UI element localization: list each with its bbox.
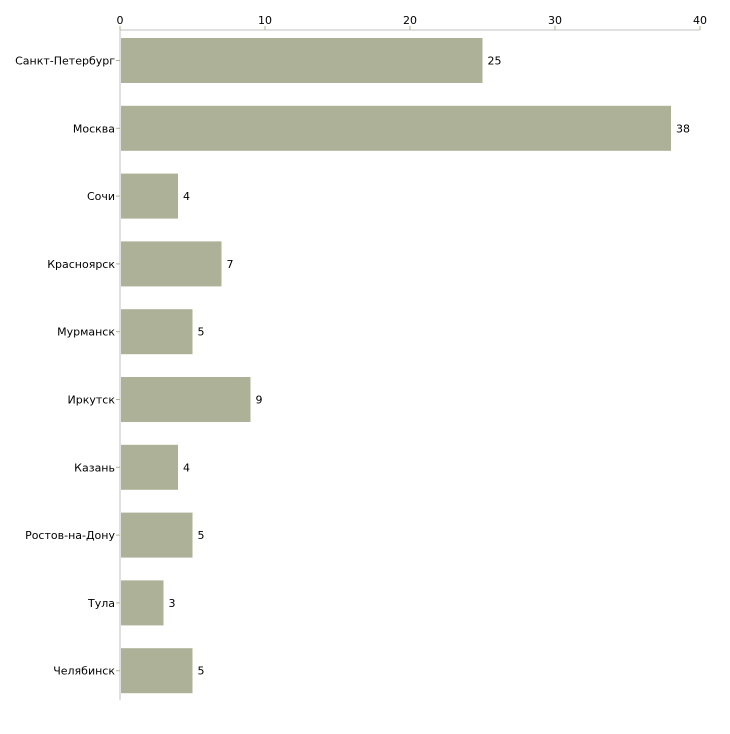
bar [121, 512, 193, 558]
bar [121, 241, 222, 287]
x-tick-label: 0 [117, 14, 124, 27]
category-label: Тула [87, 597, 115, 610]
bar [121, 648, 193, 694]
data-label: 4 [183, 190, 190, 203]
data-label: 5 [198, 529, 205, 542]
bar [121, 377, 251, 422]
bar [121, 309, 193, 355]
category-label: Сочи [87, 190, 115, 203]
data-label: 7 [227, 258, 234, 271]
category-label: Челябинск [53, 665, 115, 678]
x-tick-label: 20 [403, 14, 417, 27]
data-label: 9 [256, 394, 263, 407]
bar [121, 580, 164, 626]
bar [121, 38, 483, 83]
bar [121, 444, 178, 490]
x-tick-label: 10 [258, 14, 272, 27]
data-label: 38 [676, 122, 690, 135]
category-label: Москва [73, 122, 115, 135]
data-label: 5 [198, 326, 205, 339]
data-label: 3 [169, 597, 176, 610]
bar [121, 105, 671, 151]
category-label: Ростов-на-Дону [25, 529, 115, 542]
category-label: Иркутск [68, 394, 116, 407]
category-label: Красноярск [47, 258, 115, 271]
category-label: Мурманск [57, 326, 115, 339]
x-tick-label: 30 [548, 14, 562, 27]
data-label: 5 [198, 665, 205, 678]
category-label: Казань [74, 461, 115, 474]
data-label: 4 [183, 461, 190, 474]
bar [121, 173, 178, 219]
category-label: Санкт-Петербург [15, 55, 115, 68]
x-tick-label: 40 [693, 14, 707, 27]
data-label: 25 [488, 55, 502, 68]
